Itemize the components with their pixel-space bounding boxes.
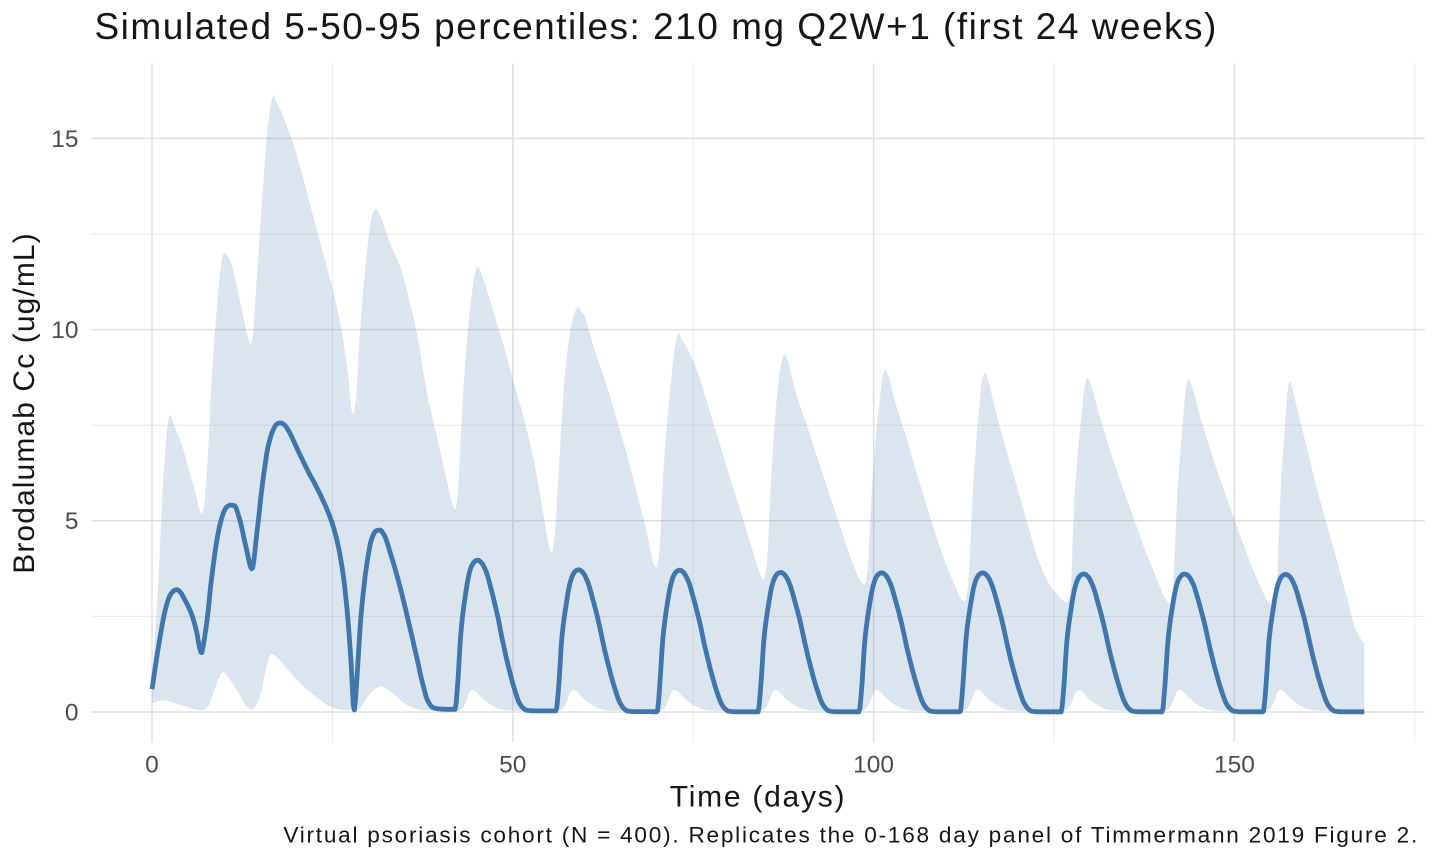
svg-text:0: 0 [65, 699, 79, 726]
svg-text:5: 5 [65, 508, 79, 535]
svg-text:100: 100 [853, 752, 894, 779]
svg-text:0: 0 [145, 752, 159, 779]
svg-text:Virtual psoriasis cohort (N =: Virtual psoriasis cohort (N = 400). Repl… [283, 822, 1419, 847]
svg-text:Time (days): Time (days) [670, 781, 847, 814]
svg-text:150: 150 [1214, 752, 1255, 779]
svg-text:50: 50 [499, 752, 526, 779]
svg-text:15: 15 [51, 126, 78, 153]
svg-text:Simulated 5-50-95 percentiles:: Simulated 5-50-95 percentiles: 210 mg Q2… [95, 6, 1218, 47]
svg-text:10: 10 [51, 317, 78, 344]
svg-text:Brodalumab Cc (ug/mL): Brodalumab Cc (ug/mL) [8, 232, 41, 574]
